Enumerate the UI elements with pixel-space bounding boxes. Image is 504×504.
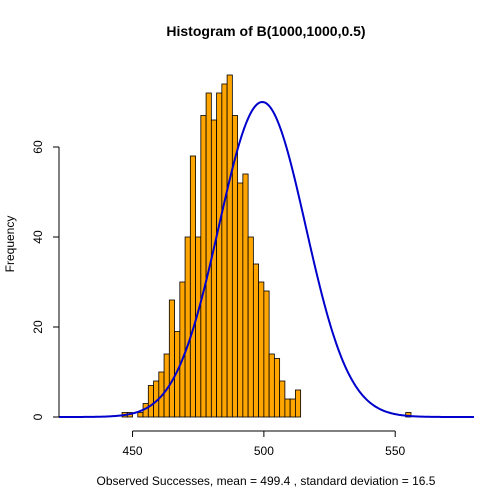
y-tick-label: 40 xyxy=(31,230,45,244)
histogram-bar xyxy=(294,389,302,418)
histogram-bar xyxy=(247,236,254,418)
y-tick-label: 20 xyxy=(31,320,45,334)
histogram-bar xyxy=(237,182,244,418)
histogram-bar xyxy=(242,173,249,418)
histogram-bar xyxy=(200,115,207,418)
histogram-bar xyxy=(184,236,191,418)
histogram-bar xyxy=(189,155,196,418)
histogram-bar xyxy=(263,290,270,418)
y-axis-label: Frequency xyxy=(3,216,17,273)
histogram-bar xyxy=(268,353,275,418)
y-tick-label: 60 xyxy=(31,140,45,154)
histogram-bar xyxy=(168,299,175,418)
histogram-bar xyxy=(179,281,186,418)
histogram-bar xyxy=(147,385,154,418)
histogram-bar xyxy=(195,236,202,418)
histogram-bar xyxy=(252,263,260,418)
histogram-bar xyxy=(258,281,265,418)
y-tick-label: 0 xyxy=(31,413,45,420)
histogram-bar xyxy=(284,398,291,418)
x-tick-label: 550 xyxy=(385,444,405,458)
histogram-bar xyxy=(226,74,233,418)
histogram-bar xyxy=(137,412,144,418)
histogram-bar xyxy=(216,92,223,418)
x-tick-label: 450 xyxy=(123,444,143,458)
histogram-bar xyxy=(210,119,217,418)
histogram-bar xyxy=(279,380,286,418)
chart-title: Histogram of B(1000,1000,0.5) xyxy=(166,23,365,39)
histogram-bars xyxy=(121,74,412,418)
histogram-bar xyxy=(205,92,212,418)
x-axis: 450 500 550 xyxy=(123,430,406,458)
histogram-bar xyxy=(273,358,281,418)
normal-density-curve xyxy=(59,101,474,418)
y-axis: 0 20 40 60 xyxy=(31,140,60,420)
x-axis-label: Observed Successes, mean = 499.4 , stand… xyxy=(97,474,436,488)
x-tick-label: 500 xyxy=(254,444,274,458)
histogram-bar xyxy=(289,398,296,418)
histogram-bar xyxy=(221,83,228,418)
